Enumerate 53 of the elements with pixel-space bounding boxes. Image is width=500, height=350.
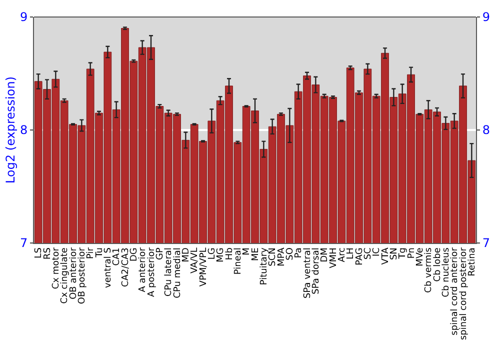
x-tick-label: Pa: [294, 248, 304, 258]
y2-tick-label: 7: [482, 236, 490, 250]
x-tick-label: LH: [346, 248, 356, 260]
x-tick-label: SN: [390, 248, 400, 260]
x-tick-label: DM: [320, 248, 330, 262]
y-tick-label: 8: [20, 123, 28, 138]
x-tick-label: PAG: [354, 248, 365, 266]
y-axis-title: Log2 (expression): [3, 76, 18, 184]
x-tick-label: VPM/VPL: [198, 248, 209, 287]
x-tick-label: M: [242, 248, 252, 256]
x-tick-label: CPu medial: [172, 248, 183, 298]
x-tick-label: DG: [130, 248, 140, 262]
x-tick-label: OB anterior: [68, 247, 79, 300]
x-tick-label: Cx cingulate: [60, 247, 70, 304]
x-tick-label: Arc: [338, 248, 348, 262]
x-tick-label: VTA: [380, 246, 391, 265]
x-tick-label: MVe: [416, 247, 426, 266]
x-tick-label: Pn: [406, 248, 417, 259]
x-tick-label: CA2/CA3: [120, 248, 131, 287]
x-tick-label: IC: [372, 248, 382, 257]
x-tick-label: CA1: [112, 248, 122, 266]
x-tick-label: MD: [182, 248, 192, 262]
x-tick-label: VA/VL: [190, 248, 200, 274]
x-tick-label: Tu: [94, 248, 105, 258]
x-tick-label: RS: [42, 247, 53, 260]
x-tick-label: Cb lobe: [432, 247, 443, 282]
y-tick-label: 7: [20, 236, 28, 250]
x-tick-label: ME: [250, 247, 261, 262]
x-tick-label: Tg: [398, 248, 408, 260]
x-tick-label: OB posterior: [78, 247, 88, 304]
y2-tick-label: 8: [482, 123, 490, 138]
x-tick-label: LS: [34, 247, 44, 258]
x-tick-label: SPa ventral: [302, 248, 313, 299]
x-tick-label: A anterior: [138, 247, 148, 292]
x-tick-label: SPa dorsal: [312, 248, 322, 294]
y2-tick-label: 9: [482, 10, 490, 24]
x-tick-label: Hb: [224, 247, 235, 260]
x-tick-label: Cb vermis: [424, 247, 434, 293]
x-tick-label: MG: [216, 248, 226, 262]
x-tick-label: A posterior: [146, 247, 157, 298]
x-tick-label: GP: [156, 247, 166, 260]
x-tick-label: CPu lateral: [164, 248, 174, 297]
x-tick-label: Retina: [468, 248, 478, 276]
x-tick-label: spinal cord anterior: [450, 247, 460, 336]
x-tick-label: SCN: [268, 248, 278, 266]
x-tick-label: Pituitary: [260, 246, 270, 286]
x-tick-label: SO: [286, 248, 296, 260]
x-tick-label: MPA: [276, 246, 287, 266]
x-tick-label: spinal cord posterior: [458, 247, 469, 340]
x-tick-label: VMH: [328, 248, 339, 268]
x-tick-label: Pir: [86, 247, 96, 260]
x-tick-label: Pineal: [234, 248, 244, 275]
y-tick-label: 9: [20, 10, 28, 24]
